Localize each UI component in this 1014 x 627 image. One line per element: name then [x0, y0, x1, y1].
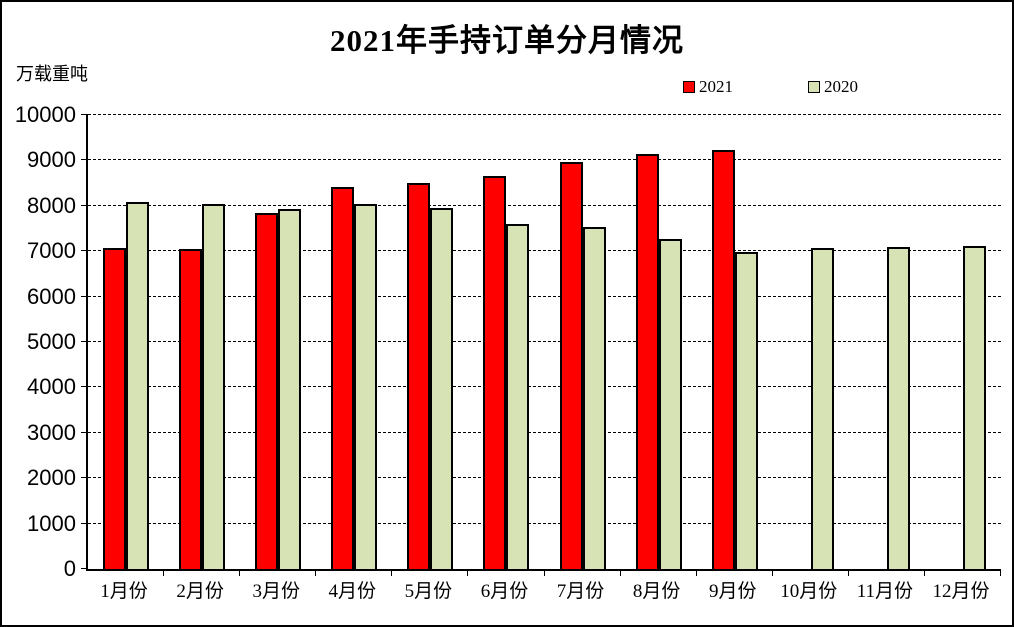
- gridline-2000: [88, 477, 1001, 479]
- bar-2020-6月份: [506, 223, 530, 569]
- y-tick-label-1000: 1000: [27, 510, 76, 536]
- x-axis-tick-2: [239, 571, 241, 576]
- x-tick-label-2月份: 2月份: [176, 581, 224, 602]
- x-tick-label-1月份: 1月份: [100, 581, 148, 602]
- y-tick-label-6000: 6000: [27, 283, 76, 309]
- y-axis-tick-10000: [81, 114, 88, 115]
- x-tick-label-7月份: 7月份: [556, 581, 605, 602]
- legend-label-2021: 2021: [699, 77, 733, 96]
- gridline-5000: [88, 341, 1001, 342]
- x-axis-tick-11: [923, 571, 925, 576]
- bar-2021-5月份: [407, 183, 431, 569]
- y-axis-tick-6000: [81, 295, 88, 297]
- bar-2021-4月份: [331, 187, 355, 569]
- y-axis-tick-3000: [81, 431, 88, 433]
- bar-2021-6月份: [483, 176, 507, 569]
- x-tick-label-10月份: 10月份: [780, 581, 838, 602]
- y-tick-label-7000: 7000: [27, 238, 76, 264]
- bar-2020-8月份: [658, 239, 682, 569]
- x-axis-tick-3: [315, 571, 317, 576]
- y-axis-tick-7000: [81, 250, 88, 252]
- y-tick-label-3000: 3000: [27, 419, 76, 445]
- bar-2020-9月份: [734, 252, 758, 569]
- gridline-1000: [88, 522, 1001, 524]
- x-tick-label-9月份: 9月份: [708, 581, 757, 602]
- bar-2020-1月份: [126, 201, 150, 569]
- bar-2020-10月份: [810, 248, 834, 569]
- x-tick-label-8月份: 8月份: [632, 581, 681, 602]
- chart-title: 2021年手持订单分月情况: [330, 23, 684, 58]
- x-axis-tick-6: [543, 571, 545, 576]
- x-tick-label-12月份: 12月份: [932, 581, 990, 602]
- y-tick-label-8000: 8000: [27, 192, 76, 218]
- bar-2021-9月份: [711, 149, 735, 569]
- y-tick-label-10000: 10000: [14, 102, 76, 127]
- x-tick-label-3月份: 3月份: [252, 581, 300, 602]
- legend: 2021 2020: [683, 77, 858, 97]
- y-tick-label-4000: 4000: [27, 374, 76, 400]
- y-tick-label-0: 0: [63, 556, 76, 581]
- x-tick-label-11月份: 11月份: [856, 581, 914, 602]
- legend-swatch-2020-icon: [808, 81, 820, 93]
- x-axis-tick-1: [163, 571, 165, 576]
- y-axis-tick-4000: [81, 386, 88, 388]
- gridline-9000: [88, 159, 1001, 161]
- x-axis-tick-5: [467, 571, 469, 576]
- gridline-10000: [88, 114, 1001, 115]
- y-tick-label-2000: 2000: [27, 465, 76, 491]
- bar-2020-12月份: [962, 246, 986, 569]
- y-axis-tick-2000: [81, 477, 88, 479]
- x-tick-label-6月份: 6月份: [480, 581, 529, 602]
- bar-2020-5月份: [430, 207, 454, 569]
- bar-2021-8月份: [635, 154, 659, 569]
- gridline-4000: [88, 386, 1001, 388]
- bar-2021-3月份: [255, 213, 279, 569]
- y-axis-tick-5000: [81, 341, 88, 342]
- y-tick-label-5000: 5000: [27, 329, 76, 354]
- x-tick-label-5月份: 5月份: [404, 581, 453, 602]
- x-axis-tick-10: [847, 571, 849, 576]
- bar-2020-7月份: [582, 226, 606, 569]
- gridline-3000: [88, 431, 1001, 433]
- bar-2021-7月份: [559, 161, 583, 569]
- x-axis-tick-12: [1000, 571, 1001, 576]
- gridline-8000: [88, 204, 1001, 206]
- gridline-7000: [88, 250, 1001, 252]
- legend-item-2020: 2020: [808, 77, 858, 97]
- x-tick-label-4月份: 4月份: [328, 581, 377, 602]
- legend-label-2020: 2020: [824, 77, 858, 96]
- bar-2021-1月份: [103, 247, 127, 569]
- y-axis-unit-label: 万载重吨: [16, 64, 88, 84]
- y-axis-tick-1000: [81, 522, 88, 524]
- y-axis-tick-0: [81, 568, 88, 569]
- y-axis-tick-8000: [81, 204, 88, 206]
- bar-2020-3月份: [278, 208, 302, 569]
- bar-2020-4月份: [354, 204, 378, 569]
- legend-item-2021: 2021: [683, 77, 733, 97]
- bar-2020-11月份: [886, 247, 910, 569]
- bar-2021-2月份: [179, 249, 203, 569]
- plot-area: [81, 114, 1001, 576]
- x-axis-tick-9: [771, 571, 773, 576]
- x-axis-tick-7: [619, 571, 621, 576]
- y-tick-label-9000: 9000: [27, 147, 76, 173]
- x-axis-tick-4: [391, 571, 393, 576]
- bar-2020-2月份: [202, 204, 226, 569]
- legend-swatch-2021-icon: [683, 81, 695, 93]
- x-axis-tick-8: [695, 571, 697, 576]
- y-axis-tick-9000: [81, 159, 88, 161]
- gridline-6000: [88, 295, 1001, 297]
